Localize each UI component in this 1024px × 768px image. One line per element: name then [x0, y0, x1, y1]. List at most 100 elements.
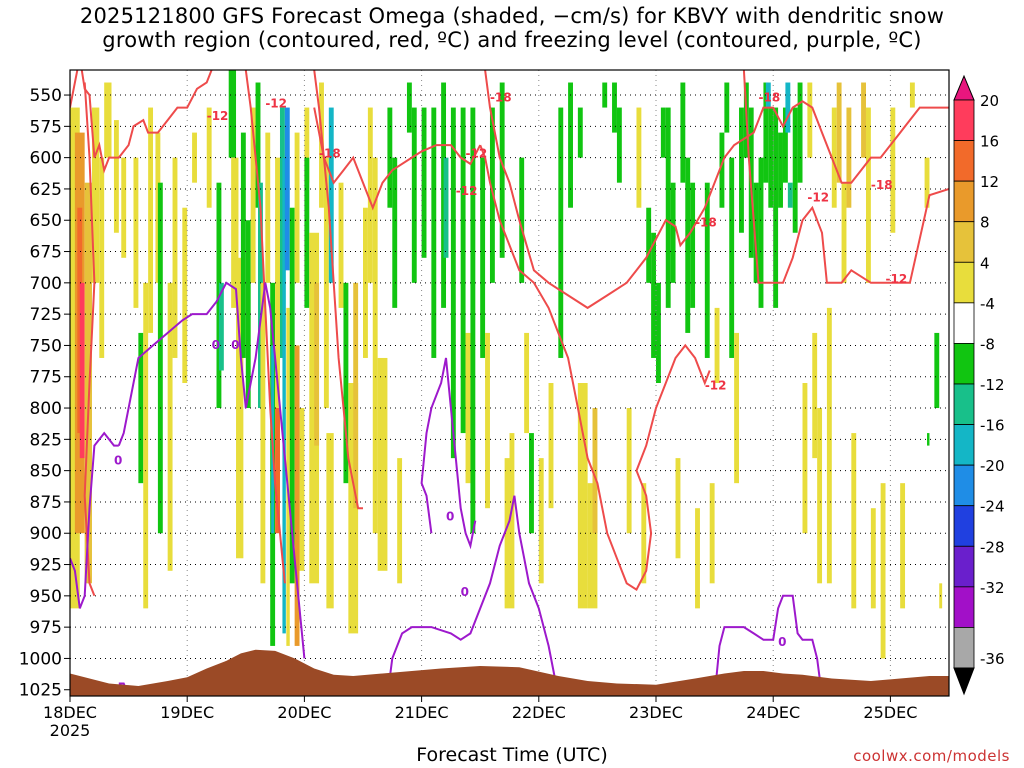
colorbar-swatch — [953, 464, 975, 507]
x-tick-label: 19DEC — [160, 703, 214, 722]
omega-cell — [367, 107, 373, 283]
colorbar-label: -28 — [980, 538, 1005, 556]
omega-cell — [286, 307, 290, 646]
colorbar-bottom-arrow — [953, 667, 975, 696]
colorbar-swatch — [953, 505, 975, 547]
omega-cell — [431, 107, 437, 358]
colorbar-swatch — [953, 586, 975, 628]
omega-cell — [778, 132, 783, 208]
omega-cell — [294, 132, 300, 283]
contour-label-red: -18 — [319, 147, 341, 161]
omega-cell — [695, 508, 700, 609]
omega-cell — [802, 383, 808, 534]
omega-cell — [377, 357, 388, 571]
colorbar-label: -8 — [980, 335, 995, 353]
omega-cell — [812, 332, 818, 459]
omega-cell — [387, 107, 393, 208]
colorbar-top-arrow — [953, 74, 975, 101]
colorbar-swatch — [953, 343, 975, 385]
y-tick-label: 650 — [30, 211, 62, 231]
terrain-surface — [70, 649, 949, 696]
freezing-contour — [713, 594, 823, 696]
freezing-contour — [70, 431, 119, 609]
dendritic-contour — [742, 70, 949, 284]
dendritic-contour — [83, 82, 96, 597]
omega-cell — [792, 107, 798, 233]
omega-cell — [228, 70, 237, 158]
omega-cell — [314, 282, 320, 446]
omega-cell — [421, 107, 427, 258]
omega-cell — [265, 132, 271, 283]
colorbar-label: -32 — [980, 579, 1005, 597]
omega-cell — [836, 82, 842, 183]
y-tick-label: 600 — [30, 149, 62, 169]
dendritic-contour — [313, 107, 482, 211]
contour-label-red: -12 — [265, 97, 287, 111]
omega-cell — [192, 132, 197, 183]
omega-cell — [172, 157, 178, 358]
x-tick-label: 20DEC — [277, 703, 331, 722]
contour-lines: -12-12-18 -12-18-12-18-18-12-18-12-120000… — [70, 70, 949, 696]
omega-cell — [577, 107, 583, 158]
omega-cell — [231, 157, 239, 308]
omega-cell — [480, 157, 486, 358]
omega-cell — [865, 107, 871, 283]
omega-cell — [392, 157, 398, 308]
omega-cell — [909, 82, 915, 108]
omega-cell — [275, 408, 280, 534]
colorbar-swatch — [953, 383, 975, 425]
credit-text: coolwx.com/models — [853, 747, 1010, 765]
omega-cell — [729, 157, 735, 358]
omega-cell — [577, 383, 588, 609]
y-tick-label: 750 — [30, 336, 62, 356]
y-tick-label: 700 — [30, 274, 62, 294]
omega-cell — [846, 107, 852, 208]
colorbar-label: 8 — [980, 214, 990, 232]
omega-cell — [665, 107, 671, 308]
omega-cell — [485, 332, 490, 509]
omega-cell — [470, 107, 476, 534]
y-tick-label: 550 — [30, 86, 62, 106]
contour-label-red: -18 — [490, 90, 512, 104]
colorbar: 20 16 12 8 4 -4 -8 -12 -16 -20 -24 -28 -32 -36 — [953, 74, 1005, 696]
omega-cell — [450, 107, 456, 459]
contour-label-red: -18 — [759, 90, 781, 104]
omega-shading — [70, 70, 943, 659]
colorbar-label: -16 — [980, 417, 1005, 435]
colorbar-swatch — [953, 221, 975, 263]
omega-cell — [787, 182, 793, 208]
omega-cell — [680, 82, 686, 183]
omega-cell — [411, 107, 417, 283]
omega-cell — [121, 157, 127, 258]
colorbar-swatch — [953, 545, 975, 588]
omega-cell — [587, 483, 598, 609]
omega-cell — [646, 207, 652, 283]
y-tick-label: 875 — [30, 493, 62, 513]
colorbar-label: -24 — [980, 498, 1005, 516]
y-tick-label: 950 — [30, 587, 62, 607]
omega-cell — [934, 332, 940, 409]
colorbar-swatch — [953, 180, 975, 223]
omega-cell — [282, 157, 286, 634]
omega-cell — [636, 107, 642, 208]
omega-cell — [326, 433, 334, 609]
y-tick-label: 975 — [30, 618, 62, 638]
colorbar-label: -20 — [980, 457, 1005, 475]
y-tick-label: 675 — [30, 243, 62, 263]
omega-cell — [616, 107, 622, 183]
omega-cell — [245, 220, 251, 409]
omega-cell — [548, 383, 554, 509]
y-tick-label: 775 — [30, 368, 62, 388]
omega-cell — [84, 182, 92, 584]
omega-cell — [797, 82, 803, 183]
contour-label-red: -12 — [466, 147, 488, 161]
y-tick-label: 1000 — [19, 649, 62, 669]
omega-cell — [328, 107, 334, 283]
omega-cell — [397, 458, 403, 584]
omega-cell — [927, 433, 930, 446]
omega-cell — [275, 157, 280, 509]
omega-cell — [880, 483, 886, 659]
colorbar-swatch — [953, 261, 975, 304]
freezing-contour — [386, 495, 560, 696]
